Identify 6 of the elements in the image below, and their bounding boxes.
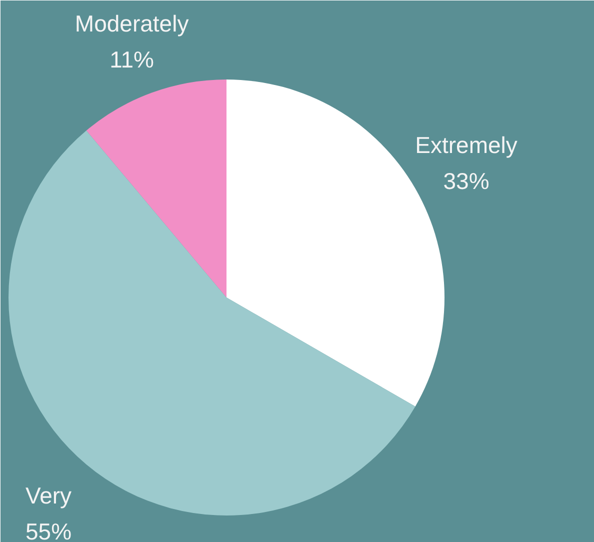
data-label: 55% bbox=[26, 518, 72, 542]
data-label: 11% bbox=[110, 46, 154, 72]
slice-label: Moderately bbox=[74, 10, 190, 36]
slice-label: Extremely bbox=[415, 132, 518, 158]
slice-label: Very bbox=[26, 482, 72, 509]
data-label: 33% bbox=[443, 168, 490, 194]
